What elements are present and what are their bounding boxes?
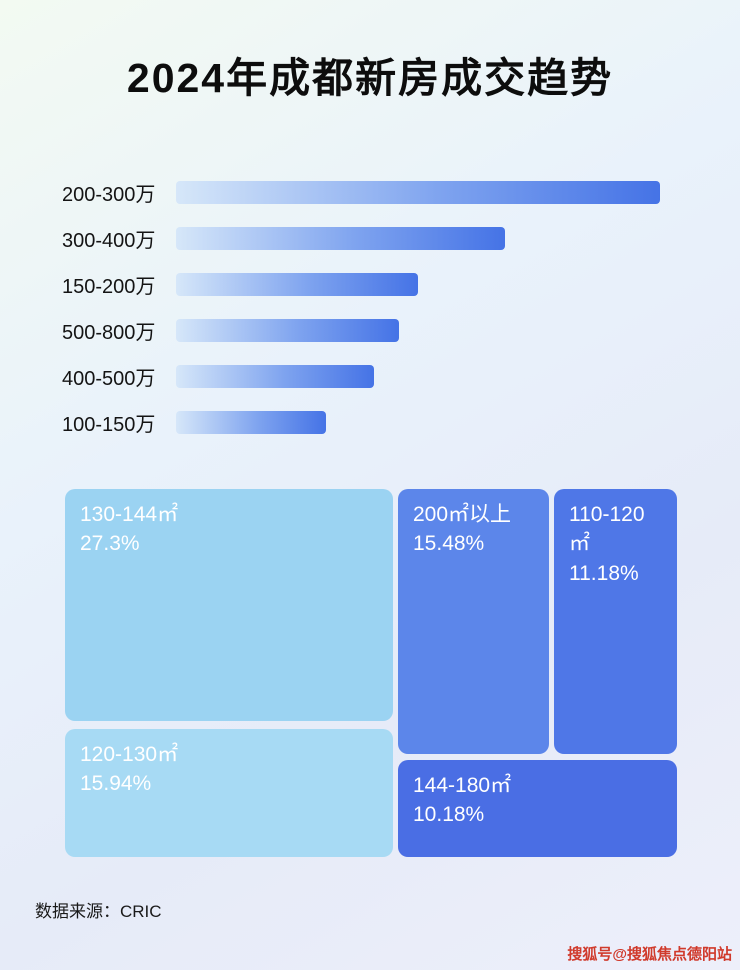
bar-row: 200-300万	[62, 180, 740, 206]
treemap-box-label: 120-130㎡	[80, 743, 179, 766]
bar	[176, 364, 375, 388]
treemap-box-130-144: 130-144㎡ 27.3%	[65, 489, 393, 721]
bar-track	[176, 226, 660, 250]
bar-row: 500-800万	[62, 318, 740, 344]
treemap-box-value: 15.94%	[80, 772, 152, 796]
bar	[176, 272, 418, 296]
area-segment-treemap: 130-144㎡ 27.3% 120-130㎡ 15.94% 200㎡以上 15…	[65, 489, 677, 857]
bar-row: 150-200万	[62, 272, 740, 298]
treemap-box-label: 144-180㎡	[413, 774, 512, 797]
bar-row: 100-150万	[62, 410, 740, 436]
bar	[176, 318, 399, 342]
bar-category-label: 150-200万	[62, 275, 156, 298]
bar-row: 400-500万	[62, 364, 740, 390]
bar-category-label: 200-300万	[62, 183, 156, 206]
treemap-box-200-plus: 200㎡以上 15.48%	[398, 489, 549, 754]
bar	[176, 226, 506, 250]
treemap-box-value: 27.3%	[80, 532, 140, 556]
bar-category-label: 400-500万	[62, 367, 156, 390]
treemap-box-label: 130-144㎡	[80, 503, 179, 526]
bar-track	[176, 364, 660, 388]
treemap-box-value: 10.18%	[413, 803, 485, 827]
bar-track	[176, 410, 660, 434]
bar-track	[176, 180, 660, 204]
bar-category-label: 500-800万	[62, 321, 156, 344]
treemap-box-144-180: 144-180㎡ 10.18%	[398, 760, 677, 857]
treemap-box-110-120: 110-120㎡ 11.18%	[554, 489, 677, 754]
bar-category-label: 100-150万	[62, 413, 156, 436]
watermark-text: 搜狐号@搜狐焦点德阳站	[567, 946, 732, 963]
bar	[176, 410, 327, 434]
price-band-bar-chart: 200-300万 300-400万 150-200万 500-800万 400-	[62, 180, 740, 436]
bar-track	[176, 272, 660, 296]
treemap-box-value: 11.18%	[569, 561, 639, 585]
data-source-label: 数据来源：CRIC	[35, 902, 162, 921]
bar-track	[176, 318, 660, 342]
treemap-box-label: 110-120㎡	[569, 503, 645, 556]
treemap-box-120-130: 120-130㎡ 15.94%	[65, 729, 393, 857]
treemap-box-label: 200㎡以上	[413, 503, 512, 526]
bar-category-label: 300-400万	[62, 229, 156, 252]
treemap-box-value: 15.48%	[413, 532, 485, 556]
bar-row: 300-400万	[62, 226, 740, 252]
bar	[176, 180, 660, 204]
page-title: 2024年成都新房成交趋势	[126, 55, 614, 101]
